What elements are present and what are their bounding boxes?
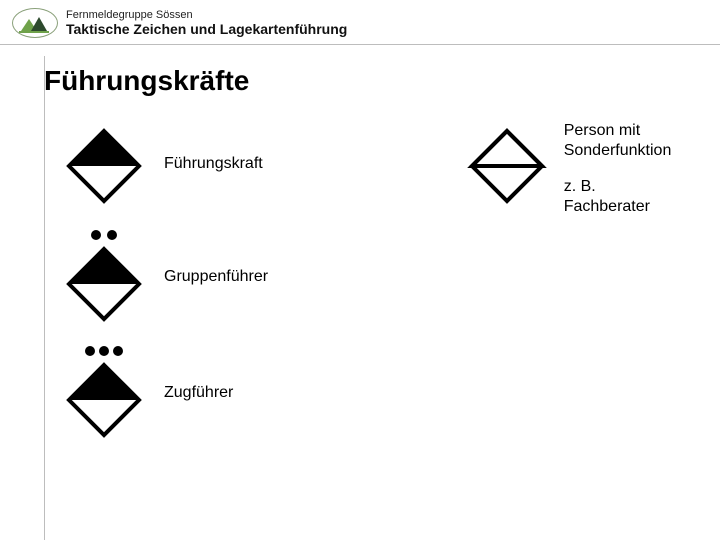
page-header: Fernmeldegruppe Sössen Taktische Zeichen… xyxy=(0,0,720,45)
org-logo xyxy=(12,8,58,38)
symbol-zugfuehrer xyxy=(61,341,147,445)
label-fuehrungskraft: Führungskraft xyxy=(164,155,263,173)
symbol-gruppenfuehrer xyxy=(61,225,147,329)
label-gruppenfuehrer: Gruppenführer xyxy=(164,268,268,286)
sublabel-sonderfunktion: z. B. Fachberater xyxy=(564,177,686,217)
org-name: Fernmeldegruppe Sössen xyxy=(66,9,347,22)
row-gruppenfuehrer: Gruppenführer xyxy=(44,225,686,329)
symbol-sonderfunktion xyxy=(464,121,550,207)
label-sonderfunktion-line2: Sonderfunktion xyxy=(564,141,686,161)
page-subtitle: Taktische Zeichen und Lagekartenführung xyxy=(66,21,347,37)
symbol-fuehrungskraft xyxy=(61,121,147,207)
row-zugfuehrer: Zugführer xyxy=(44,341,686,445)
label-sonderfunktion-line1: Person mit xyxy=(564,121,686,141)
page-title: Führungskräfte xyxy=(44,65,686,97)
row-sonderfunktion: Person mit Sonderfunktion z. B. Fachbera… xyxy=(462,121,686,217)
label-zugfuehrer: Zugführer xyxy=(164,384,233,402)
